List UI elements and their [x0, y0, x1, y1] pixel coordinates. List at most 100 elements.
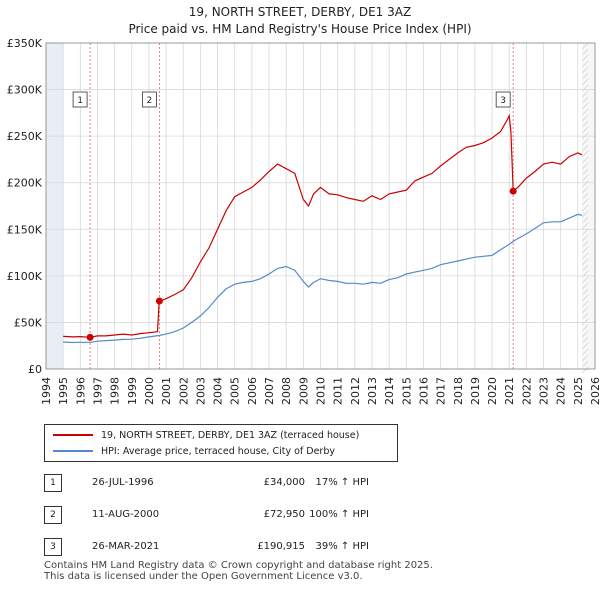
hatch-line [581, 126, 589, 134]
hatch-line [581, 336, 589, 344]
transaction-number: 1 [44, 474, 62, 492]
legend-item-hpi: HPI: Average price, terraced house, City… [53, 444, 335, 458]
hatch-line [581, 312, 589, 320]
hatch-line [581, 150, 589, 158]
shade-after-data [582, 43, 595, 369]
sale-marker-number: 2 [147, 96, 153, 106]
hatch-line [581, 258, 589, 266]
hatch-line [581, 282, 589, 290]
sale-point [86, 333, 94, 341]
y-tick-label: £200K [7, 177, 43, 190]
hatch-line [581, 222, 589, 230]
transaction-row: 3 26-MAR-2021 £190,915 39% ↑ HPI [44, 538, 464, 558]
transaction-price: £190,915 [257, 541, 305, 552]
y-tick-label: £100K [7, 270, 43, 283]
hatch-line [581, 168, 589, 176]
x-tick-label: 2026 [589, 377, 600, 405]
x-tick-label: 1996 [74, 377, 87, 405]
x-tick-label: 2007 [263, 377, 276, 405]
x-tick-label: 2003 [194, 377, 207, 405]
transaction-hpi: 17% ↑ HPI [315, 477, 369, 488]
x-tick-label: 2002 [177, 377, 190, 405]
x-tick-label: 1998 [109, 377, 122, 405]
plot-frame [45, 42, 596, 370]
transaction-number: 2 [44, 506, 62, 524]
chart-title: 19, NORTH STREET, DERBY, DE1 3AZ [188, 5, 412, 19]
hatch-line [581, 186, 589, 194]
x-tick-label: 2020 [486, 377, 499, 405]
hatch-line [581, 198, 589, 206]
y-tick-label: £0 [28, 363, 42, 376]
hatch-line [581, 360, 589, 368]
footer-licence: This data is licensed under the Open Gov… [44, 571, 363, 582]
transaction-number: 3 [44, 538, 62, 556]
sale-marker-badge [72, 91, 88, 108]
transaction-row: 2 11-AUG-2000 £72,950 100% ↑ HPI [44, 506, 464, 526]
x-tick-label: 2016 [417, 377, 430, 405]
hatch-line [581, 54, 589, 62]
transaction-hpi: 100% ↑ HPI [309, 509, 369, 520]
x-tick-label: 2011 [332, 377, 345, 405]
hatch-line [581, 252, 589, 260]
transaction-date: 26-MAR-2021 [92, 541, 160, 552]
y-tick-label: £250K [7, 130, 43, 143]
hatch-line [581, 48, 589, 56]
series-line [63, 213, 583, 344]
sale-marker-number: 1 [77, 96, 83, 106]
hatch-line [581, 342, 589, 350]
sale-marker-number: 3 [500, 96, 506, 106]
x-tick-label: 2024 [555, 377, 568, 405]
hatch-line [581, 300, 589, 308]
hatch-line [581, 288, 589, 296]
hatch-line [581, 216, 589, 224]
hatch-line [581, 204, 589, 212]
y-tick-label: £350K [7, 37, 43, 50]
x-tick-label: 2018 [452, 377, 465, 405]
x-tick-label: 1997 [91, 377, 104, 405]
series-line [63, 113, 583, 338]
x-tick-label: 2004 [212, 377, 225, 405]
sale-marker-badge [142, 91, 157, 108]
x-tick-label: 2010 [315, 377, 328, 405]
legend-swatch-property [53, 434, 93, 436]
price-chart: £0 £50K £100K £150K £200K £250K £300K £350K 1994… [7, 37, 600, 405]
hatch-line [581, 102, 589, 110]
transaction-row: 1 26-JUL-1996 £34,000 17% ↑ HPI [44, 474, 464, 494]
x-tick-label: 1994 [40, 377, 53, 405]
x-tick-label: 2023 [538, 377, 551, 405]
sale-marker-badge [495, 91, 511, 108]
x-tick-label: 2022 [520, 377, 533, 405]
x-tick-label: 2017 [435, 377, 448, 405]
x-tick-label: 2019 [469, 377, 482, 405]
x-tick-label: 1999 [126, 377, 139, 405]
hatch-line [581, 84, 589, 92]
hatch-line [581, 42, 589, 50]
footer-copyright: Contains HM Land Registry data © Crown c… [44, 560, 433, 571]
y-tick-label: £50K [14, 316, 43, 329]
hatch-line [581, 174, 589, 182]
hatch-line [581, 306, 589, 314]
hatch-line [581, 354, 589, 362]
hatch-line [581, 246, 589, 254]
hatch-line [581, 60, 589, 68]
hatch-line [581, 210, 589, 218]
x-tick-label: 2013 [366, 377, 379, 405]
hatch-line [581, 90, 589, 98]
hatch-line [581, 318, 589, 326]
x-tick-label: 2001 [160, 377, 173, 405]
hatch-line [581, 120, 589, 128]
y-tick-label: £150K [7, 223, 43, 236]
legend-label-property: 19, NORTH STREET, DERBY, DE1 3AZ (terrac… [101, 429, 360, 441]
transaction-price: £72,950 [263, 509, 305, 520]
hatch-line [581, 240, 589, 248]
hatch-line [581, 66, 589, 74]
hatch-line [581, 276, 589, 284]
transaction-price: £34,000 [263, 477, 305, 488]
x-tick-label: 2021 [503, 377, 516, 405]
hatch-line [581, 192, 589, 200]
legend-label-hpi: HPI: Average price, terraced house, City… [101, 445, 335, 457]
hatch-line [581, 228, 589, 236]
x-tick-label: 2006 [246, 377, 259, 405]
x-tick-label: 2015 [400, 377, 413, 405]
x-tick-label: 2012 [349, 377, 362, 405]
